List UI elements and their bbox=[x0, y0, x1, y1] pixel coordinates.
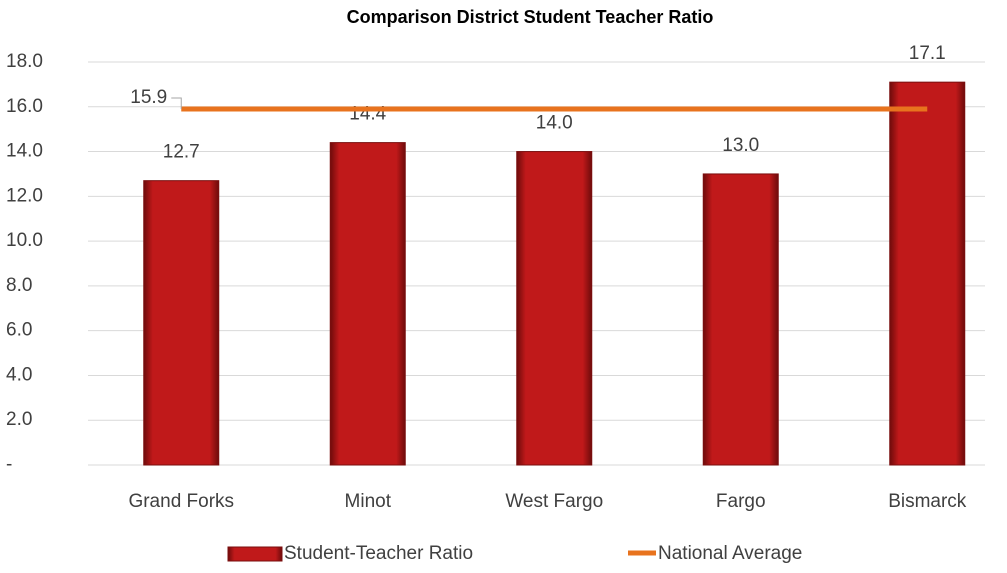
y-tick-label: 14.0 bbox=[6, 141, 43, 162]
x-tick-label: Fargo bbox=[716, 491, 766, 512]
data-label: 12.7 bbox=[163, 142, 200, 163]
leader-line bbox=[171, 97, 182, 110]
bar bbox=[889, 81, 966, 466]
data-label: 13.0 bbox=[722, 135, 759, 156]
legend-label: National Average bbox=[658, 543, 802, 564]
x-tick-label: Grand Forks bbox=[128, 491, 234, 512]
chart-title: Comparison District Student Teacher Rati… bbox=[347, 7, 714, 27]
legend-label: Student-Teacher Ratio bbox=[284, 543, 473, 564]
y-tick-label: 8.0 bbox=[6, 275, 32, 296]
bar bbox=[516, 151, 593, 466]
y-tick-label: - bbox=[6, 454, 12, 475]
bar bbox=[702, 173, 779, 466]
y-tick-label: 10.0 bbox=[6, 230, 43, 251]
y-tick-label: 12.0 bbox=[6, 185, 43, 206]
legend-swatch bbox=[227, 546, 283, 562]
bar bbox=[329, 142, 406, 466]
y-tick-label: 4.0 bbox=[6, 364, 32, 385]
data-label: 17.1 bbox=[909, 43, 946, 64]
y-tick-label: 16.0 bbox=[6, 96, 43, 117]
bar bbox=[143, 180, 220, 466]
data-label: 15.9 bbox=[130, 87, 167, 108]
y-tick-label: 2.0 bbox=[6, 409, 32, 430]
data-label: 14.0 bbox=[536, 113, 573, 134]
y-tick-label: 6.0 bbox=[6, 320, 32, 341]
x-tick-label: Bismarck bbox=[888, 491, 967, 512]
x-tick-label: Minot bbox=[345, 491, 392, 512]
x-tick-label: West Fargo bbox=[505, 491, 603, 512]
y-tick-label: 18.0 bbox=[6, 51, 43, 72]
